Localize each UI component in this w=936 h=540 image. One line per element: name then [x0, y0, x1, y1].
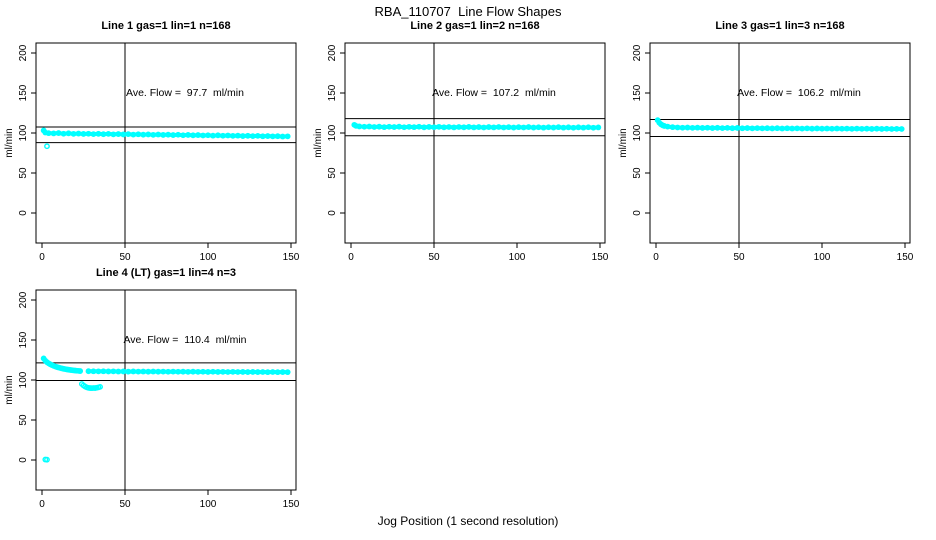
data-point	[97, 383, 104, 390]
y-tick-label: 50	[327, 167, 338, 179]
data-band	[86, 369, 290, 375]
panel-line-2: Line 2 gas=1 lin=2 n=168 Ave. Flow = 107…	[309, 18, 609, 264]
y-tick-label: 150	[632, 84, 643, 101]
y-tick-label: 50	[18, 414, 29, 426]
ave-flow-annotation: Ave. Flow = 110.4 ml/min	[123, 334, 247, 346]
plot-box	[344, 42, 606, 244]
y-tick-label: 0	[18, 457, 29, 463]
data-point	[898, 126, 905, 132]
y-tick-label: 200	[632, 44, 643, 61]
x-tick-label: 0	[39, 499, 45, 510]
plot-box	[35, 289, 297, 491]
y-tick-label: 0	[18, 210, 29, 216]
y-axis-title: ml/min	[4, 375, 15, 404]
x-tick-label: 0	[348, 252, 354, 263]
ave-flow-annotation: Ave. Flow = 107.2 ml/min	[432, 87, 556, 99]
panel-title: Line 3 gas=1 lin=3 n=168	[715, 20, 845, 32]
panel-title: Line 2 gas=1 lin=2 n=168	[410, 20, 540, 32]
x-tick-label: 0	[39, 252, 45, 263]
y-tick-label: 0	[327, 210, 338, 216]
y-tick-label: 100	[18, 371, 29, 388]
data-point	[44, 143, 50, 150]
data-point	[595, 124, 602, 131]
x-tick-label: 50	[428, 252, 440, 263]
y-tick-label: 0	[632, 210, 643, 216]
y-tick-label: 50	[632, 167, 643, 179]
y-tick-label: 50	[18, 167, 29, 179]
x-tick-label: 0	[653, 252, 659, 263]
plot-box	[35, 42, 297, 244]
scatter-plot: 0 50 100 150 0 50 100 150 200 ml/min	[618, 42, 914, 263]
x-tick-label: 100	[200, 499, 217, 510]
data-point	[77, 368, 84, 374]
panel-line-3: Line 3 gas=1 lin=3 n=168 Ave. Flow = 106…	[614, 18, 914, 264]
ave-flow-annotation: Ave. Flow = 106.2 ml/min	[737, 87, 861, 99]
x-axis-label: Jog Position (1 second resolution)	[377, 514, 559, 528]
page-title: RBA_110707 Line Flow Shapes	[374, 4, 562, 19]
y-tick-label: 200	[327, 44, 338, 61]
y-tick-label: 100	[632, 124, 643, 141]
x-tick-label: 150	[897, 252, 914, 263]
plot-box	[649, 42, 911, 244]
ave-flow-annotation: Ave. Flow = 97.7 ml/min	[126, 87, 244, 99]
y-tick-label: 200	[18, 291, 29, 308]
scatter-plot: 0 50 100 150 0 50 100 150 200 ml/min	[313, 42, 609, 263]
y-tick-label: 150	[18, 331, 29, 348]
x-tick-label: 100	[509, 252, 526, 263]
panel-line-1: Line 1 gas=1 lin=1 n=168 Ave. Flow = 97.…	[0, 18, 300, 264]
x-tick-label: 50	[119, 499, 131, 510]
x-tick-label: 50	[733, 252, 745, 263]
data-point	[42, 129, 49, 136]
panel-title: Line 4 (LT) gas=1 lin=4 n=3	[95, 267, 237, 279]
y-axis-title: ml/min	[313, 128, 324, 157]
x-tick-label: 50	[119, 252, 131, 263]
scatter-plot: 0 50 100 150 0 50 100 150 200 ml/min	[4, 289, 300, 510]
y-tick-label: 150	[327, 84, 338, 101]
data-point	[661, 123, 668, 129]
x-tick-label: 150	[283, 252, 300, 263]
data-point	[44, 456, 50, 463]
x-tick-label: 150	[283, 499, 300, 510]
data-point	[284, 369, 291, 376]
y-axis-title: ml/min	[4, 128, 15, 157]
data-point	[353, 122, 359, 129]
data-point	[284, 133, 291, 140]
y-tick-label: 100	[18, 124, 29, 141]
x-tick-label: 150	[592, 252, 609, 263]
y-tick-label: 200	[18, 44, 29, 61]
y-axis-title: ml/min	[618, 128, 629, 157]
panel-line-4: Line 4 (LT) gas=1 lin=4 n=3 Ave. Flow = …	[0, 265, 300, 511]
x-tick-label: 100	[200, 252, 217, 263]
y-tick-label: 100	[327, 124, 338, 141]
y-tick-label: 150	[18, 84, 29, 101]
x-tick-label: 100	[814, 252, 831, 263]
scatter-plot: 0 50 100 150 0 50 100 150 200 ml/min	[4, 42, 300, 263]
panel-title: Line 1 gas=1 lin=1 n=168	[101, 20, 231, 32]
